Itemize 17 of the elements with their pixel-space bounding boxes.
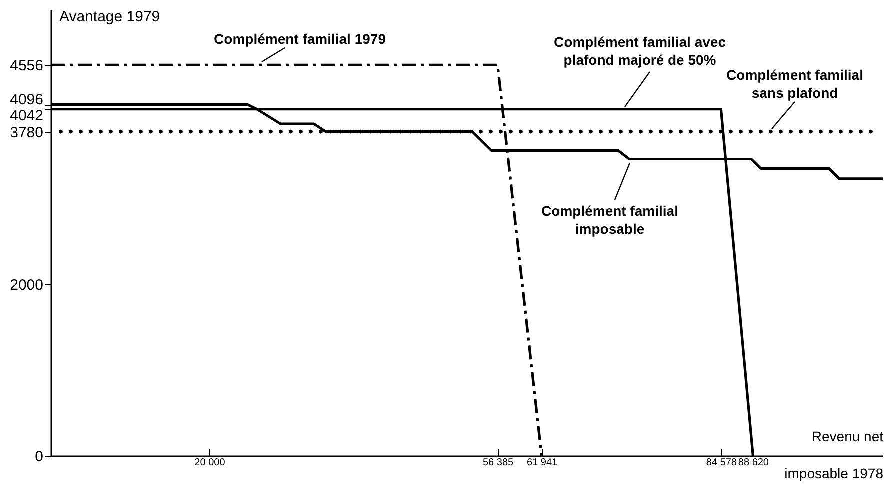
x-tick-label: 88 620: [738, 458, 770, 468]
text: Complément familial imposable: [542, 203, 678, 237]
text: Revenu net imposable 1978: [784, 428, 884, 482]
x-tick-label: 20 000: [194, 458, 226, 468]
y-tick-label: 4042: [10, 108, 44, 125]
x-tick-label: 56 385: [482, 458, 514, 468]
y-axis-title: Avantage 1979: [60, 8, 160, 26]
y-tick-label: 0: [35, 448, 44, 466]
text: Complément familial avec plafond majoré de 50%: [554, 34, 726, 68]
y-tick-label: 3780: [10, 124, 44, 142]
text: Complément familial sans plafond: [726, 67, 864, 101]
series-label: Complément familial 1979: [214, 31, 386, 47]
x-tick-label: 84 578: [706, 458, 738, 468]
y-tick-label: 2000: [10, 276, 44, 294]
y-tick-label: 4556: [10, 58, 44, 75]
x-tick-label: 61 941: [527, 458, 558, 468]
y-tick-label: 4096: [10, 92, 44, 109]
